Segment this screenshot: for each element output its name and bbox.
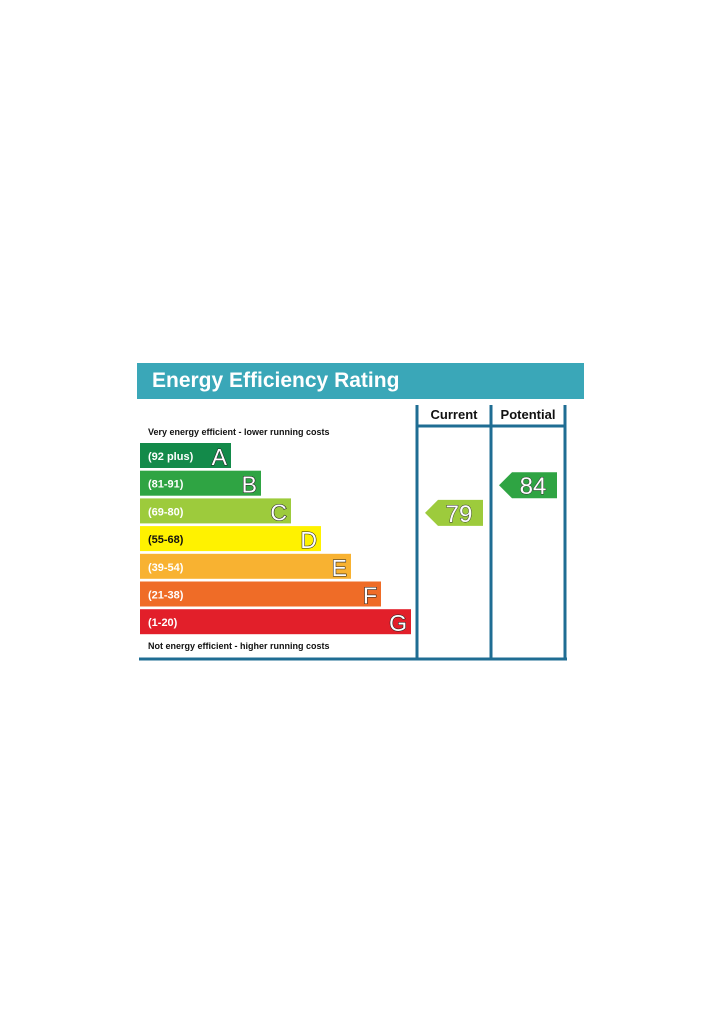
- band-bar-c: [140, 498, 291, 524]
- band-bar-b: [140, 470, 261, 496]
- rating-arrow-potential: [499, 472, 557, 499]
- column-header-current: Current: [431, 407, 479, 422]
- rating-value-potential: 84: [520, 473, 547, 500]
- band-bar-g: [140, 609, 411, 635]
- bottom-note: Not energy efficient - higher running co…: [148, 641, 330, 651]
- band-letter-d: D: [300, 527, 317, 553]
- band-range-d: (55-68): [148, 534, 184, 546]
- band-range-g: (1-20): [148, 617, 178, 629]
- band-bar-a: [140, 443, 231, 468]
- column-header-potential: Potential: [501, 407, 556, 422]
- rating-arrow-current: [425, 499, 483, 526]
- band-range-a: (92 plus): [148, 451, 194, 463]
- band-range-f: (21-38): [148, 590, 184, 602]
- top-note: Very energy efficient - lower running co…: [148, 427, 330, 437]
- band-range-b: (81-91): [148, 479, 184, 491]
- band-bar-d: [140, 526, 321, 552]
- chart-plot: Current Potential Very energy efficient - …: [139, 405, 567, 661]
- band-bar-f: [140, 581, 381, 607]
- band-letter-c: C: [270, 499, 287, 525]
- rating-value-current: 79: [446, 501, 473, 528]
- band-letter-g: G: [389, 610, 407, 636]
- chart-title: Energy Efficiency Rating: [152, 369, 400, 392]
- band-letter-f: F: [363, 583, 377, 609]
- band-letter-a: A: [212, 444, 228, 470]
- energy-efficiency-chart: Energy Efficiency Rating Current Potentia…: [137, 363, 584, 661]
- chart-header: Energy Efficiency Rating: [137, 363, 584, 399]
- band-bar-e: [140, 553, 351, 579]
- band-letter-e: E: [332, 555, 347, 581]
- band-range-c: (69-80): [148, 506, 184, 518]
- band-range-e: (39-54): [148, 562, 184, 574]
- band-letter-b: B: [242, 472, 257, 498]
